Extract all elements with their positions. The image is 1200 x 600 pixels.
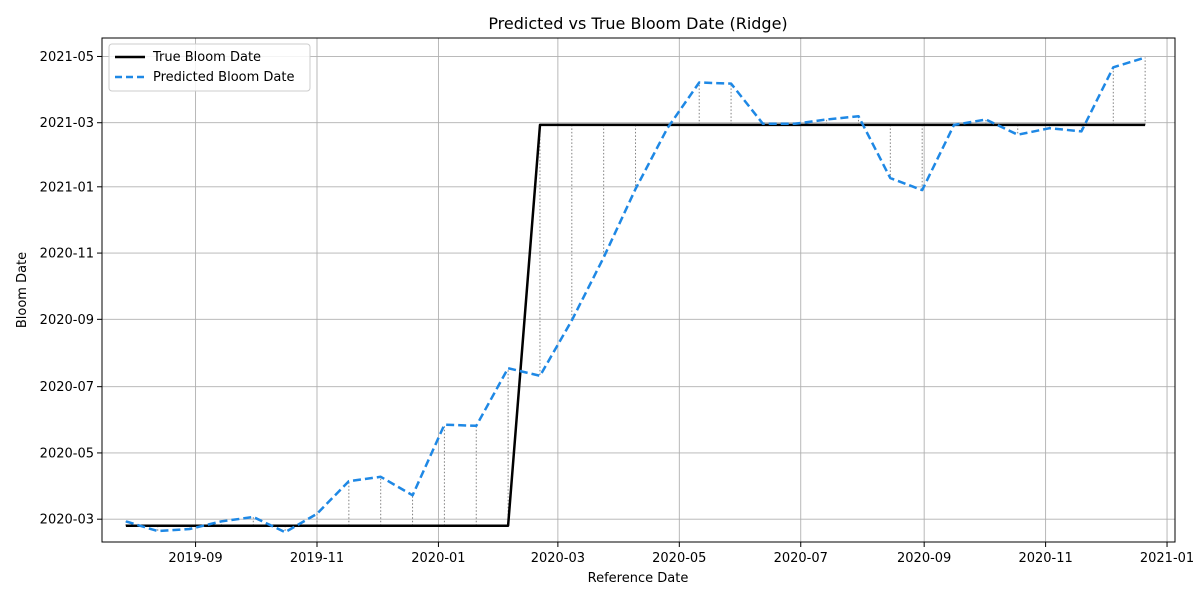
true-bloom-date-line	[125, 123, 1146, 527]
legend-box	[108, 43, 311, 92]
x-tick-label: 2020-01	[411, 551, 465, 566]
y-tick-label: 2020-03	[40, 513, 94, 528]
x-axis-label: Reference Date	[588, 571, 689, 586]
y-tick-label: 2020-09	[40, 313, 94, 328]
x-tick-label: 2019-09	[168, 551, 222, 566]
x-axis-ticks: 2019-09 2019-11 2020-01 2020-03 2020-05 2020-…	[168, 542, 1194, 566]
y-axis-label: Bloom Date	[15, 252, 30, 328]
x-tick-label: 2020-11	[1018, 551, 1072, 566]
y-tick-label: 2020-11	[40, 247, 94, 262]
plot-frame	[101, 37, 1176, 543]
y-tick-label: 2021-01	[40, 180, 94, 195]
x-tick-label: 2020-03	[531, 551, 585, 566]
y-tick-label: 2020-05	[40, 446, 94, 461]
legend: True Bloom Date Predicted Bloom Date	[108, 43, 311, 92]
y-axis-ticks: 2020-03 2020-05 2020-07 2020-09 2020-11 2021-…	[40, 50, 102, 528]
y-tick-label: 2021-05	[40, 50, 94, 65]
series-lines	[125, 56, 1146, 534]
y-tick-label: 2020-07	[40, 380, 94, 395]
x-tick-label: 2019-11	[290, 551, 344, 566]
x-tick-label: 2020-05	[652, 551, 706, 566]
x-tick-label: 2020-07	[774, 551, 828, 566]
x-tick-label: 2021-01	[1140, 551, 1194, 566]
legend-label-true: True Bloom Date	[152, 50, 261, 65]
y-tick-label: 2021-03	[40, 116, 94, 131]
predicted-bloom-date-line	[125, 56, 1146, 534]
residual-lines	[125, 57, 1146, 533]
legend-label-predicted: Predicted Bloom Date	[153, 70, 294, 85]
grid	[102, 38, 1175, 542]
x-tick-label: 2020-09	[897, 551, 951, 566]
chart-title: Predicted vs True Bloom Date (Ridge)	[488, 14, 787, 33]
